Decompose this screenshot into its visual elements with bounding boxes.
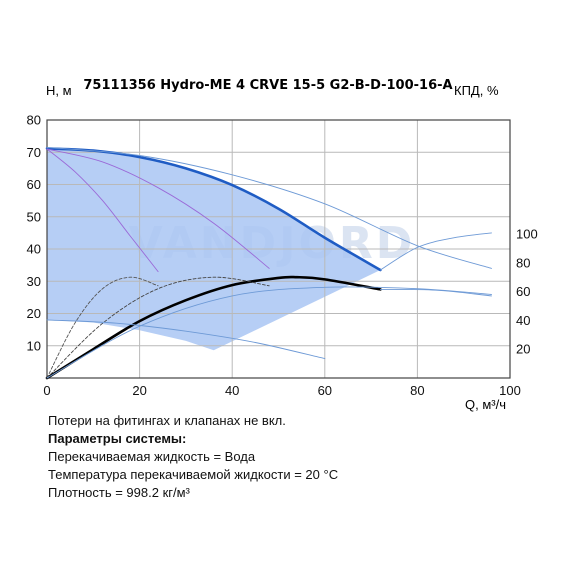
y-left-tick-label: 30 <box>27 274 41 289</box>
series-head-intermediate-2 <box>46 148 270 269</box>
losses-note: Потери на фитингах и клапанах не вкл. <box>48 413 286 428</box>
y-right-tick-label: 80 <box>516 255 530 270</box>
x-tick-label: 40 <box>225 383 239 398</box>
tick-labels: 0 20 40 60 80 100 10 20 30 40 50 60 70 80 20 40 60 80 100 <box>27 113 538 399</box>
y-right-tick-label: 40 <box>516 313 530 328</box>
y-left-tick-label: 70 <box>27 145 41 160</box>
x-tick-label: 60 <box>318 383 332 398</box>
series-efficiency-max <box>45 275 382 380</box>
temperature-note: Температура перекачиваемой жидкости = 20… <box>48 467 339 482</box>
x-tick-label: 80 <box>410 383 424 398</box>
y-left-tick-label: 80 <box>27 113 41 128</box>
y-axis-right-label: КПД, % <box>454 83 499 98</box>
y-left-tick-label: 10 <box>27 338 41 353</box>
y-left-tick-label: 60 <box>27 177 41 192</box>
system-notes: Потери на фитингах и клапанах не вкл. Па… <box>48 412 338 502</box>
plot-frame <box>46 119 511 379</box>
y-left-tick-label: 20 <box>27 306 41 321</box>
y-right-tick-label: 60 <box>516 284 530 299</box>
system-parameters-heading: Параметры системы: <box>48 431 187 446</box>
y-right-tick-label: 20 <box>516 342 530 357</box>
x-axis-label: Q, м³/ч <box>465 397 506 412</box>
chart-title: 75111356 Hydro-ME 4 CRVE 15-5 G2-B-D-100… <box>83 78 452 93</box>
x-tick-label: 0 <box>43 383 50 398</box>
grid-lines <box>47 120 510 378</box>
plot-area: VANDJORD02040608010010203040506070802040… <box>27 113 538 399</box>
y-axis-left-label: H, м <box>46 83 72 98</box>
y-left-tick-label: 40 <box>27 242 41 257</box>
series-efficiency-intermediate-2 <box>46 276 270 379</box>
series-efficiency-intermediate-1 <box>46 276 159 379</box>
series-efficiency-low <box>46 286 492 379</box>
x-tick-label: 100 <box>499 383 521 398</box>
series-head-upper-speed <box>46 146 492 269</box>
series-head-min <box>46 319 326 360</box>
series-head-extended <box>379 232 492 271</box>
series-head-intermediate-1 <box>46 148 159 273</box>
y-left-tick-label: 50 <box>27 209 41 224</box>
fluid-note: Перекачиваемая жидкость = Вода <box>48 449 256 464</box>
density-note: Плотность = 998.2 кг/м³ <box>48 485 190 500</box>
y-right-tick-label: 100 <box>516 227 538 242</box>
x-tick-label: 20 <box>132 383 146 398</box>
